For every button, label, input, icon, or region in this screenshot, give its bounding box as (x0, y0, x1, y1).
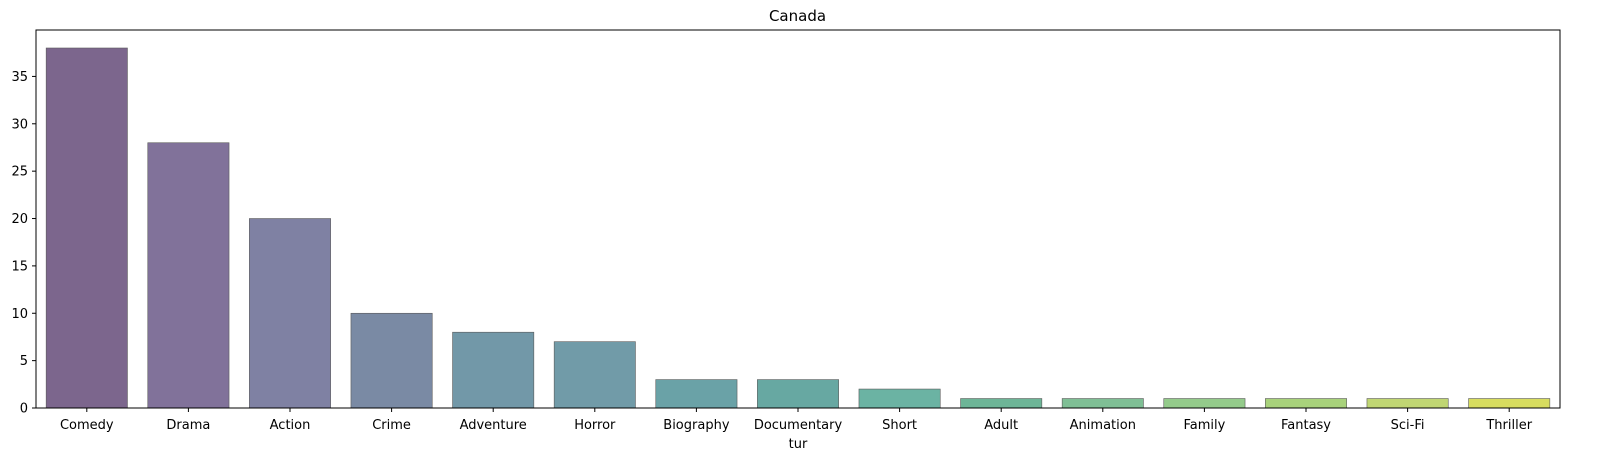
x-tick-label: Action (270, 418, 311, 433)
chart-title: Canada (769, 7, 826, 25)
x-tick-label: Comedy (60, 418, 114, 433)
bar-adventure (452, 331, 535, 409)
y-tick-label: 20 (11, 212, 28, 227)
bar-documentary (757, 379, 839, 409)
x-tick-label: Adult (984, 418, 1018, 433)
y-axis-ticks: 0 5 10 15 20 25 30 35 (11, 70, 36, 417)
x-tick-label: Sci-Fi (1391, 418, 1425, 433)
x-tick-label: Horror (574, 418, 616, 433)
bar-family (1163, 398, 1246, 409)
x-tick-label: Adventure (460, 418, 527, 433)
x-tick-label: Animation (1070, 418, 1136, 433)
bar-sci-fi (1366, 398, 1449, 409)
x-tick-label: Drama (166, 418, 210, 433)
bar-thriller (1468, 398, 1551, 409)
y-tick-label: 5 (20, 354, 28, 369)
bar-crime (350, 312, 433, 409)
x-tick-label: Fantasy (1281, 418, 1331, 433)
plot-frame (35, 29, 1561, 409)
y-tick-label: 30 (11, 117, 28, 132)
x-axis-ticks: Comedy Drama Action Crime Adventure Horror Bio… (60, 408, 1533, 433)
x-tick-label: Documentary (754, 418, 843, 433)
y-tick-label: 25 (11, 165, 28, 180)
x-tick-label: Family (1183, 418, 1225, 433)
bar-drama (147, 142, 230, 409)
bar-horror (553, 341, 636, 409)
x-tick-label: Short (882, 418, 917, 433)
x-tick-label: Crime (372, 418, 411, 433)
x-tick-label: Biography (663, 418, 730, 433)
bars-layer (45, 47, 1551, 409)
bar-short (858, 388, 941, 409)
bar-comedy (45, 47, 128, 409)
y-tick-label: 0 (20, 402, 28, 417)
x-tick-label: Thriller (1485, 418, 1532, 433)
bar-action (249, 218, 331, 409)
bar-biography (655, 379, 738, 409)
x-axis-label: tur (789, 437, 808, 452)
bar-animation (1061, 398, 1144, 409)
bar-adult (960, 398, 1043, 409)
bar-fantasy (1265, 398, 1347, 409)
y-tick-label: 10 (11, 307, 28, 322)
y-tick-label: 15 (11, 259, 28, 274)
y-tick-label: 35 (11, 70, 28, 85)
